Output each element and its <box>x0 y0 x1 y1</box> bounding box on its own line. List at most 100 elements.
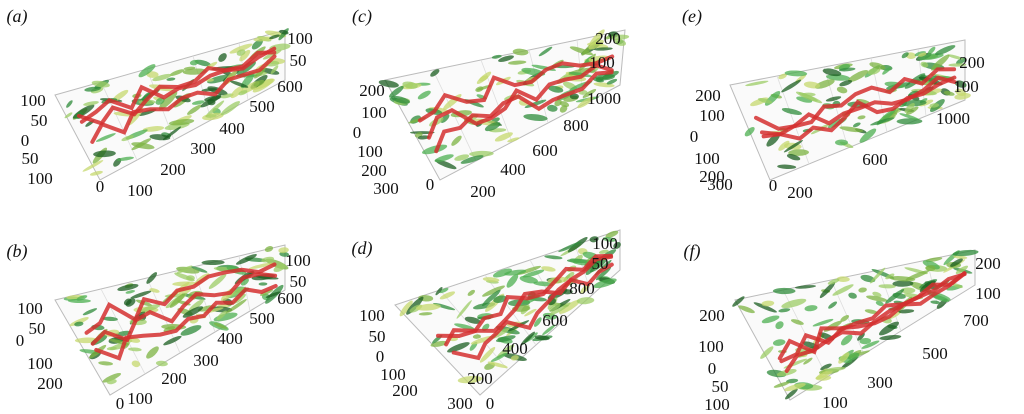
panel-label: (f) <box>684 241 701 262</box>
vortex-structure <box>548 85 564 93</box>
vortex-structure <box>146 346 159 359</box>
axis-tick-label: 600 <box>532 141 558 160</box>
panel-label: (a) <box>7 6 28 27</box>
vortex-structure <box>950 258 963 267</box>
vortex-structure <box>89 170 103 176</box>
vortex-structure <box>835 139 848 146</box>
vortex-structure <box>878 284 896 289</box>
axis-tick-label: 300 <box>193 351 219 370</box>
vortex-structure <box>141 304 160 313</box>
vortex-structure <box>491 54 502 59</box>
vortex-structure <box>595 76 604 82</box>
vortex-structure <box>602 236 616 242</box>
vortex-structure <box>613 38 626 46</box>
vortex-structure <box>523 113 548 122</box>
box-grid <box>528 49 549 124</box>
panel-label: (b) <box>7 241 28 262</box>
vortex-structure <box>775 321 784 330</box>
vortex-structure <box>576 297 595 305</box>
vortex-structure <box>230 85 244 99</box>
vortex-structure <box>158 91 178 110</box>
vortex-structure <box>885 289 905 304</box>
vortex-structure <box>456 300 472 319</box>
vortex-structure <box>391 95 410 104</box>
vortex-structure <box>84 86 101 92</box>
vortex-structure <box>872 291 882 298</box>
vortex-structure <box>76 295 88 301</box>
vortex-structure <box>417 90 431 100</box>
vortex-structure <box>116 156 134 161</box>
vortex-structure <box>569 258 590 266</box>
streak <box>451 262 614 361</box>
vortex-structure <box>117 284 139 291</box>
vortex-structure <box>593 47 613 51</box>
axis-tick-label: 100 <box>27 169 53 188</box>
vortex-structure <box>931 294 950 302</box>
vortex-structure <box>67 298 91 304</box>
vortex-structure <box>758 98 773 104</box>
vortex-structure <box>125 298 136 307</box>
vortex-structure <box>447 342 470 353</box>
vortex-structure <box>82 160 104 172</box>
vortex-structure <box>130 290 152 299</box>
vortex-structure <box>251 39 263 50</box>
axis-tick-label: 200 <box>161 369 187 388</box>
vortex-structure <box>558 241 582 253</box>
axis-tick-label: 300 <box>373 179 399 198</box>
vortex-structure <box>440 114 450 123</box>
vortex-structure <box>169 293 185 308</box>
axis-tick-label: 100 <box>694 149 720 168</box>
axis-tick-label: 100 <box>17 299 43 318</box>
vortex-structure <box>142 126 165 132</box>
axis-tick-label: 100 <box>287 29 313 48</box>
vortex-structure <box>931 54 950 71</box>
axis-tick-label: 300 <box>867 373 893 392</box>
vortex-structure <box>613 241 621 249</box>
vortex-structure <box>225 299 247 314</box>
vortex-structure <box>229 43 253 54</box>
vortex-structure <box>783 140 803 153</box>
vortex-structure <box>815 375 832 381</box>
vortex-structure <box>106 346 117 351</box>
vortex-structure <box>278 247 289 254</box>
axis-tick-label: 500 <box>249 97 275 116</box>
vortex-structure <box>470 335 494 345</box>
axis-tick-label: 100 <box>357 142 383 161</box>
vortex-structure <box>208 273 227 289</box>
vortex-structure <box>901 52 909 59</box>
axis-tick-label: 200 <box>359 81 385 100</box>
vortex-structure <box>457 375 483 384</box>
vortex-structure <box>879 334 902 341</box>
axis-tick-label: 200 <box>160 160 186 179</box>
vortex-structure <box>95 133 116 142</box>
panel-label: (c) <box>352 6 372 27</box>
vortex-structure <box>269 34 280 40</box>
vortex-structure <box>187 104 202 115</box>
vortex-structure <box>378 79 399 88</box>
vortex-structure <box>74 321 84 327</box>
axis-tick-label: 200 <box>37 374 63 393</box>
vortex-structure <box>930 300 940 304</box>
vortex-structure <box>838 67 856 72</box>
vortex-structure <box>595 266 612 281</box>
vortex-structure <box>836 86 848 94</box>
vortex-structure <box>956 57 966 65</box>
axis-tick-label: 200 <box>361 161 387 180</box>
vortex-structure <box>899 113 920 121</box>
axis-tick-label: 300 <box>707 175 733 194</box>
panel-label: (e) <box>682 6 702 27</box>
vortex-structure <box>435 286 443 296</box>
vortex-structure <box>176 265 193 274</box>
vortex-structure <box>201 88 218 92</box>
vortex-structure <box>508 60 527 65</box>
vortex-structure <box>239 49 251 62</box>
axis-tick-label: 200 <box>695 86 721 105</box>
vortex-structure <box>773 381 790 388</box>
vortex-structure <box>240 278 249 286</box>
vortex-structure <box>784 383 806 392</box>
axis-tick-label: 500 <box>922 344 948 363</box>
axis-tick-label: 100 <box>592 234 618 253</box>
vortex-structure <box>262 49 282 60</box>
